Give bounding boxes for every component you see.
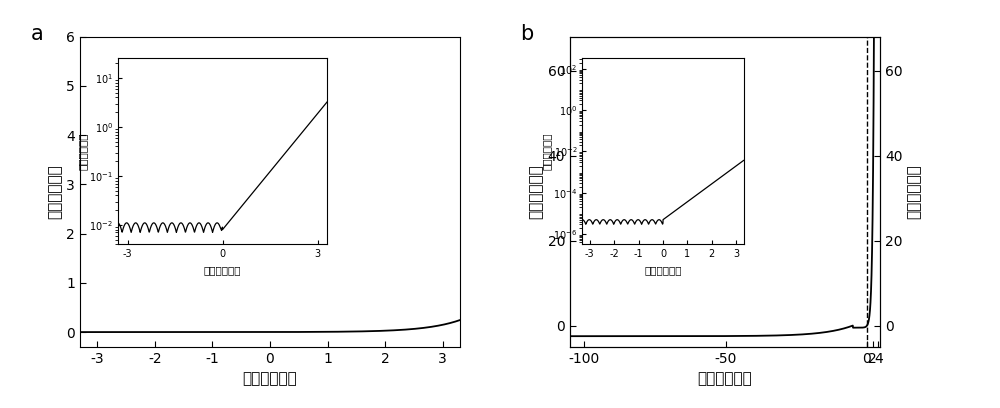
Text: a: a [31, 24, 43, 44]
Y-axis label: 电流（微安）: 电流（微安） [907, 164, 922, 219]
Text: b: b [520, 24, 534, 44]
Y-axis label: 电流（纳安）: 电流（纳安） [47, 164, 62, 219]
X-axis label: 电压（伏特）: 电压（伏特） [243, 371, 297, 386]
X-axis label: 电压（伏特）: 电压（伏特） [698, 371, 752, 386]
Y-axis label: 电流（纳安）: 电流（纳安） [528, 164, 543, 219]
